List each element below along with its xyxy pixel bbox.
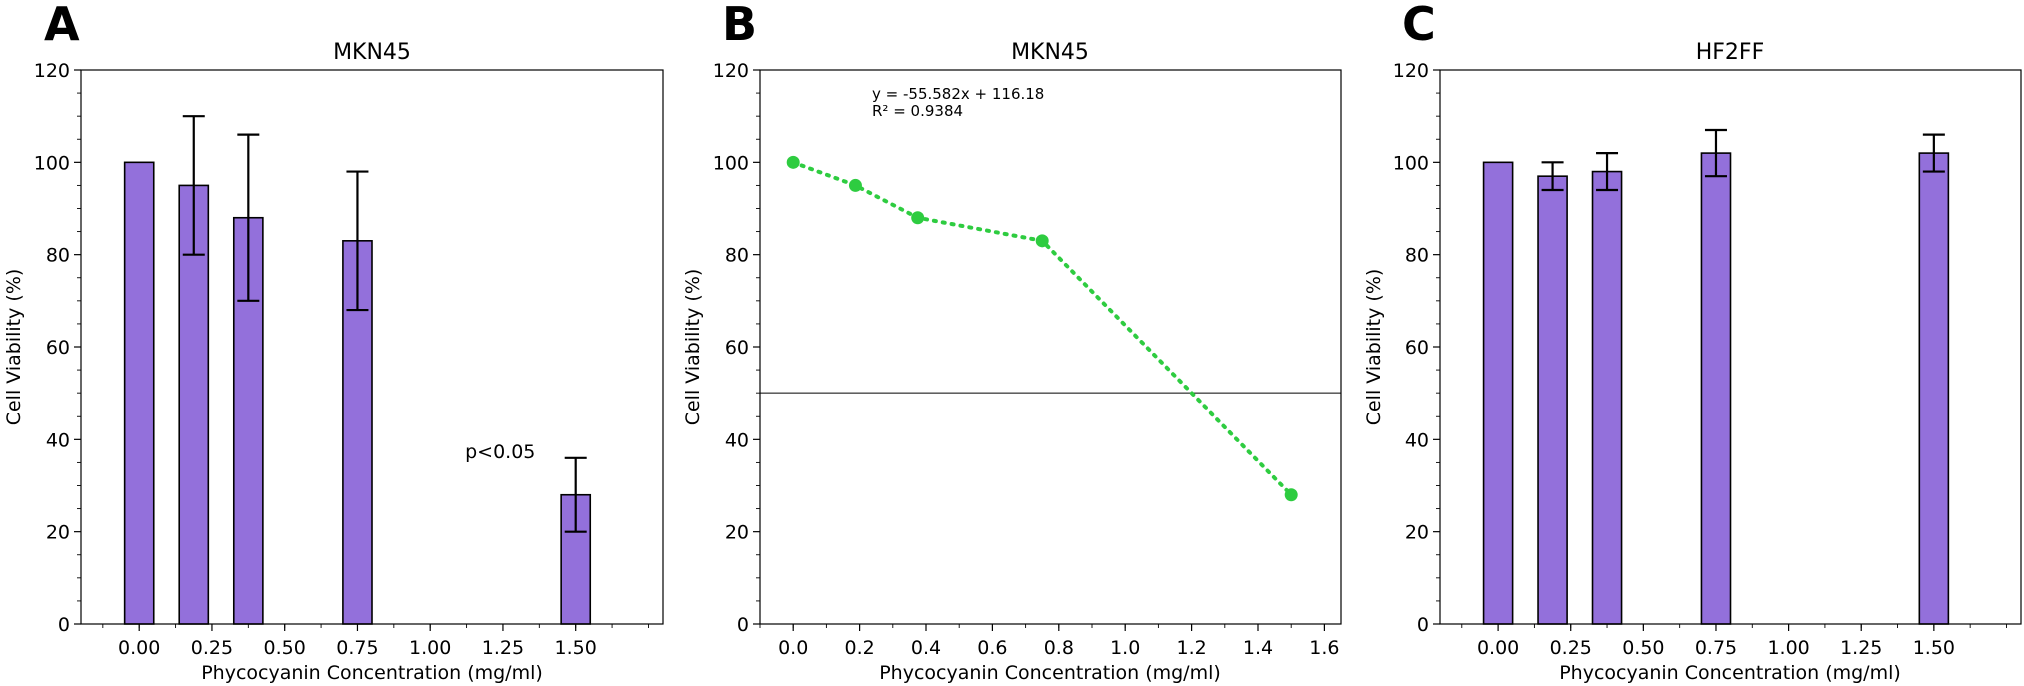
panel-b-x-tick-label: 1.4 <box>1243 637 1273 659</box>
panel-b-x-axis-label: Phycocyanin Concentration (mg/ml) <box>879 662 1221 684</box>
panel-b-x-tick-label: 1.6 <box>1309 637 1339 659</box>
panel-b-x-tick-label: 0.2 <box>844 637 874 659</box>
panel-b-data-point <box>848 178 862 192</box>
panel-a-bar <box>123 161 155 625</box>
panel-b-data-point <box>1284 488 1298 502</box>
panel-b-x-tick-label: 0.6 <box>977 637 1007 659</box>
panel-c-error-bar <box>1541 161 1564 192</box>
panel-b-r-squared: R² = 0.9384 <box>872 102 963 120</box>
panel-c-y-tick-label: 0 <box>1417 614 1429 636</box>
panel-c-x-tick-label: 0.75 <box>1695 637 1737 659</box>
panel-a-x-tick-label: 0.50 <box>264 637 306 659</box>
panel-a-y-tick-label: 80 <box>46 245 70 267</box>
panel-c-x-tick-label: 1.50 <box>1913 637 1955 659</box>
panel-a-title: MKN45 <box>333 40 411 65</box>
panel-c-error-bar <box>1922 133 1945 173</box>
panel-c-title: HF2FF <box>1696 40 1765 65</box>
panel-b-y-axis-label: Cell Viability (%) <box>682 269 704 426</box>
panel-b-y-tick-label: 40 <box>725 429 749 451</box>
panel-b-y-tick-label: 0 <box>737 614 749 636</box>
panel-a-marks <box>123 115 592 625</box>
panel-c-x-tick-label: 0.25 <box>1550 637 1592 659</box>
panel-a-x-tick-label: 0.75 <box>336 637 378 659</box>
panel-c-bar <box>1918 152 1950 625</box>
panel-b-series-line <box>791 160 1294 497</box>
panel-b-y-tick-label: 120 <box>713 60 749 82</box>
panel-a-y-tick-label: 60 <box>46 337 70 359</box>
panel-b-y-tick-label: 60 <box>725 337 749 359</box>
panel-c-x-tick-label: 0.00 <box>1477 637 1519 659</box>
panel-c-x-ticks: 0.00 0.25 0.50 0.75 1.00 1.25 1.50 <box>1461 624 2007 659</box>
panel-b: B MKN45 Phycocyanin Concentration (mg/ml… <box>682 0 1342 684</box>
panel-c-letter: C <box>1402 0 1436 51</box>
panel-a-y-ticks: 0 20 40 60 80 100 120 <box>34 60 81 636</box>
panel-c-x-tick-label: 1.25 <box>1840 637 1882 659</box>
panel-c-y-tick-label: 100 <box>1393 152 1429 174</box>
panel-b-data-point <box>1035 234 1049 248</box>
panel-a-significance-annotation: p<0.05 <box>465 441 535 463</box>
panel-c-y-tick-label: 120 <box>1393 60 1429 82</box>
panel-c-y-tick-label: 40 <box>1405 429 1429 451</box>
panel-c-error-bar <box>1704 128 1727 178</box>
panel-b-data-point <box>911 211 925 225</box>
panel-c-bar <box>1482 161 1514 625</box>
panel-a-error-bar <box>564 456 587 533</box>
panel-b-x-tick-label: 0.8 <box>1044 637 1074 659</box>
panel-a-y-tick-label: 40 <box>46 429 70 451</box>
panel-a-x-ticks: 0.00 0.25 0.50 0.75 1.00 1.25 1.50 <box>102 624 649 659</box>
panel-b-letter: B <box>722 0 757 51</box>
panel-c-bar <box>1591 170 1623 625</box>
panel-b-x-tick-label: 1.0 <box>1110 637 1140 659</box>
panel-a-y-tick-label: 0 <box>58 614 70 636</box>
panel-c-y-axis-label: Cell Viability (%) <box>1363 269 1385 426</box>
panel-a-y-tick-label: 120 <box>34 60 70 82</box>
panel-b-y-tick-label: 20 <box>725 522 749 544</box>
panel-a-x-axis-label: Phycocyanin Concentration (mg/ml) <box>201 662 543 684</box>
panel-c-bar <box>1700 152 1732 625</box>
panel-a-y-axis-label: Cell Viability (%) <box>3 269 25 426</box>
panel-c-marks <box>1482 128 1950 625</box>
panel-a-error-bar <box>237 133 260 302</box>
panel-c-error-bar <box>1596 152 1619 192</box>
panel-c-plot-frame <box>1439 69 2022 625</box>
panel-b-data-point <box>786 155 800 169</box>
panel-c-y-ticks: 0 20 40 60 80 100 120 <box>1393 60 1440 636</box>
panel-b-y-ticks: 0 20 40 60 80 100 120 <box>713 60 760 636</box>
panel-b-y-tick-label: 100 <box>713 152 749 174</box>
panel-c-y-tick-label: 60 <box>1405 337 1429 359</box>
panel-c-y-tick-label: 80 <box>1405 245 1429 267</box>
panel-b-plot-frame <box>759 69 1342 625</box>
panel-b-marks <box>760 155 1341 502</box>
panel-a-y-tick-label: 20 <box>46 522 70 544</box>
panel-a-x-tick-label: 1.25 <box>482 637 524 659</box>
panel-a-x-tick-label: 0.00 <box>118 637 160 659</box>
panel-a-letter: A <box>44 0 80 51</box>
panel-c-y-tick-label: 20 <box>1405 522 1429 544</box>
panel-c-bar <box>1537 175 1568 625</box>
panel-c-x-axis-label: Phycocyanin Concentration (mg/ml) <box>1559 662 1901 684</box>
panel-b-y-tick-label: 80 <box>725 245 749 267</box>
panel-a-plot-frame <box>80 69 664 625</box>
panel-a: A MKN45 Phycocyanin Concentration (mg/ml… <box>3 0 664 684</box>
panel-a-y-tick-label: 100 <box>34 152 70 174</box>
panel-a-x-tick-label: 0.25 <box>191 637 233 659</box>
panel-b-regression-equation: y = -55.582x + 116.18 <box>872 85 1044 103</box>
panel-c: C HF2FF Phycocyanin Concentration (mg/ml… <box>1363 0 2022 684</box>
panel-b-x-tick-label: 1.2 <box>1176 637 1206 659</box>
panel-a-x-tick-label: 1.00 <box>409 637 451 659</box>
panel-c-x-tick-label: 0.50 <box>1622 637 1664 659</box>
panel-b-x-ticks: 0.0 0.2 0.4 0.6 0.8 1.0 1.2 1.4 1.6 <box>759 624 1340 659</box>
panel-b-x-tick-label: 0.0 <box>778 637 808 659</box>
panel-c-x-tick-label: 1.00 <box>1767 637 1809 659</box>
panel-a-error-bar <box>346 170 369 312</box>
panel-a-x-tick-label: 1.50 <box>555 637 597 659</box>
panel-a-error-bar <box>182 115 205 256</box>
panel-b-x-tick-label: 0.4 <box>911 637 941 659</box>
panel-b-title: MKN45 <box>1011 40 1089 65</box>
